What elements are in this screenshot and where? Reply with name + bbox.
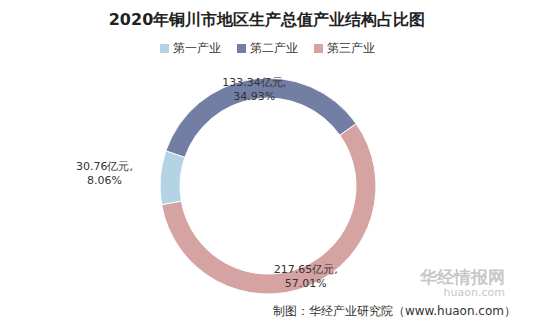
html-text:第一产业: 第一产业 <box>172 41 221 55</box>
svg-text:217.65亿元,57.01%: 217.65亿元,57.01% <box>274 263 338 290</box>
html-text:第二产业: 第二产业 <box>249 41 298 55</box>
html-text:huaon.com: huaon.com <box>443 285 505 299</box>
html-text:制图：华经产业研究院（www.huaon.com）: 制图：华经产业研究院（www.huaon.com） <box>272 304 516 318</box>
html-text:华经情报网: 华经情报网 <box>420 267 505 287</box>
html-text:第三产业: 第三产业 <box>326 41 375 55</box>
html-text:2020年铜川市地区生产总值产业结构占比图: 2020年铜川市地区生产总值产业结构占比图 <box>108 10 426 29</box>
svg-text:30.76亿元,8.06%: 30.76亿元,8.06% <box>76 160 133 187</box>
svg-text:133.34亿元,34.93%: 133.34亿元,34.93% <box>222 75 286 102</box>
